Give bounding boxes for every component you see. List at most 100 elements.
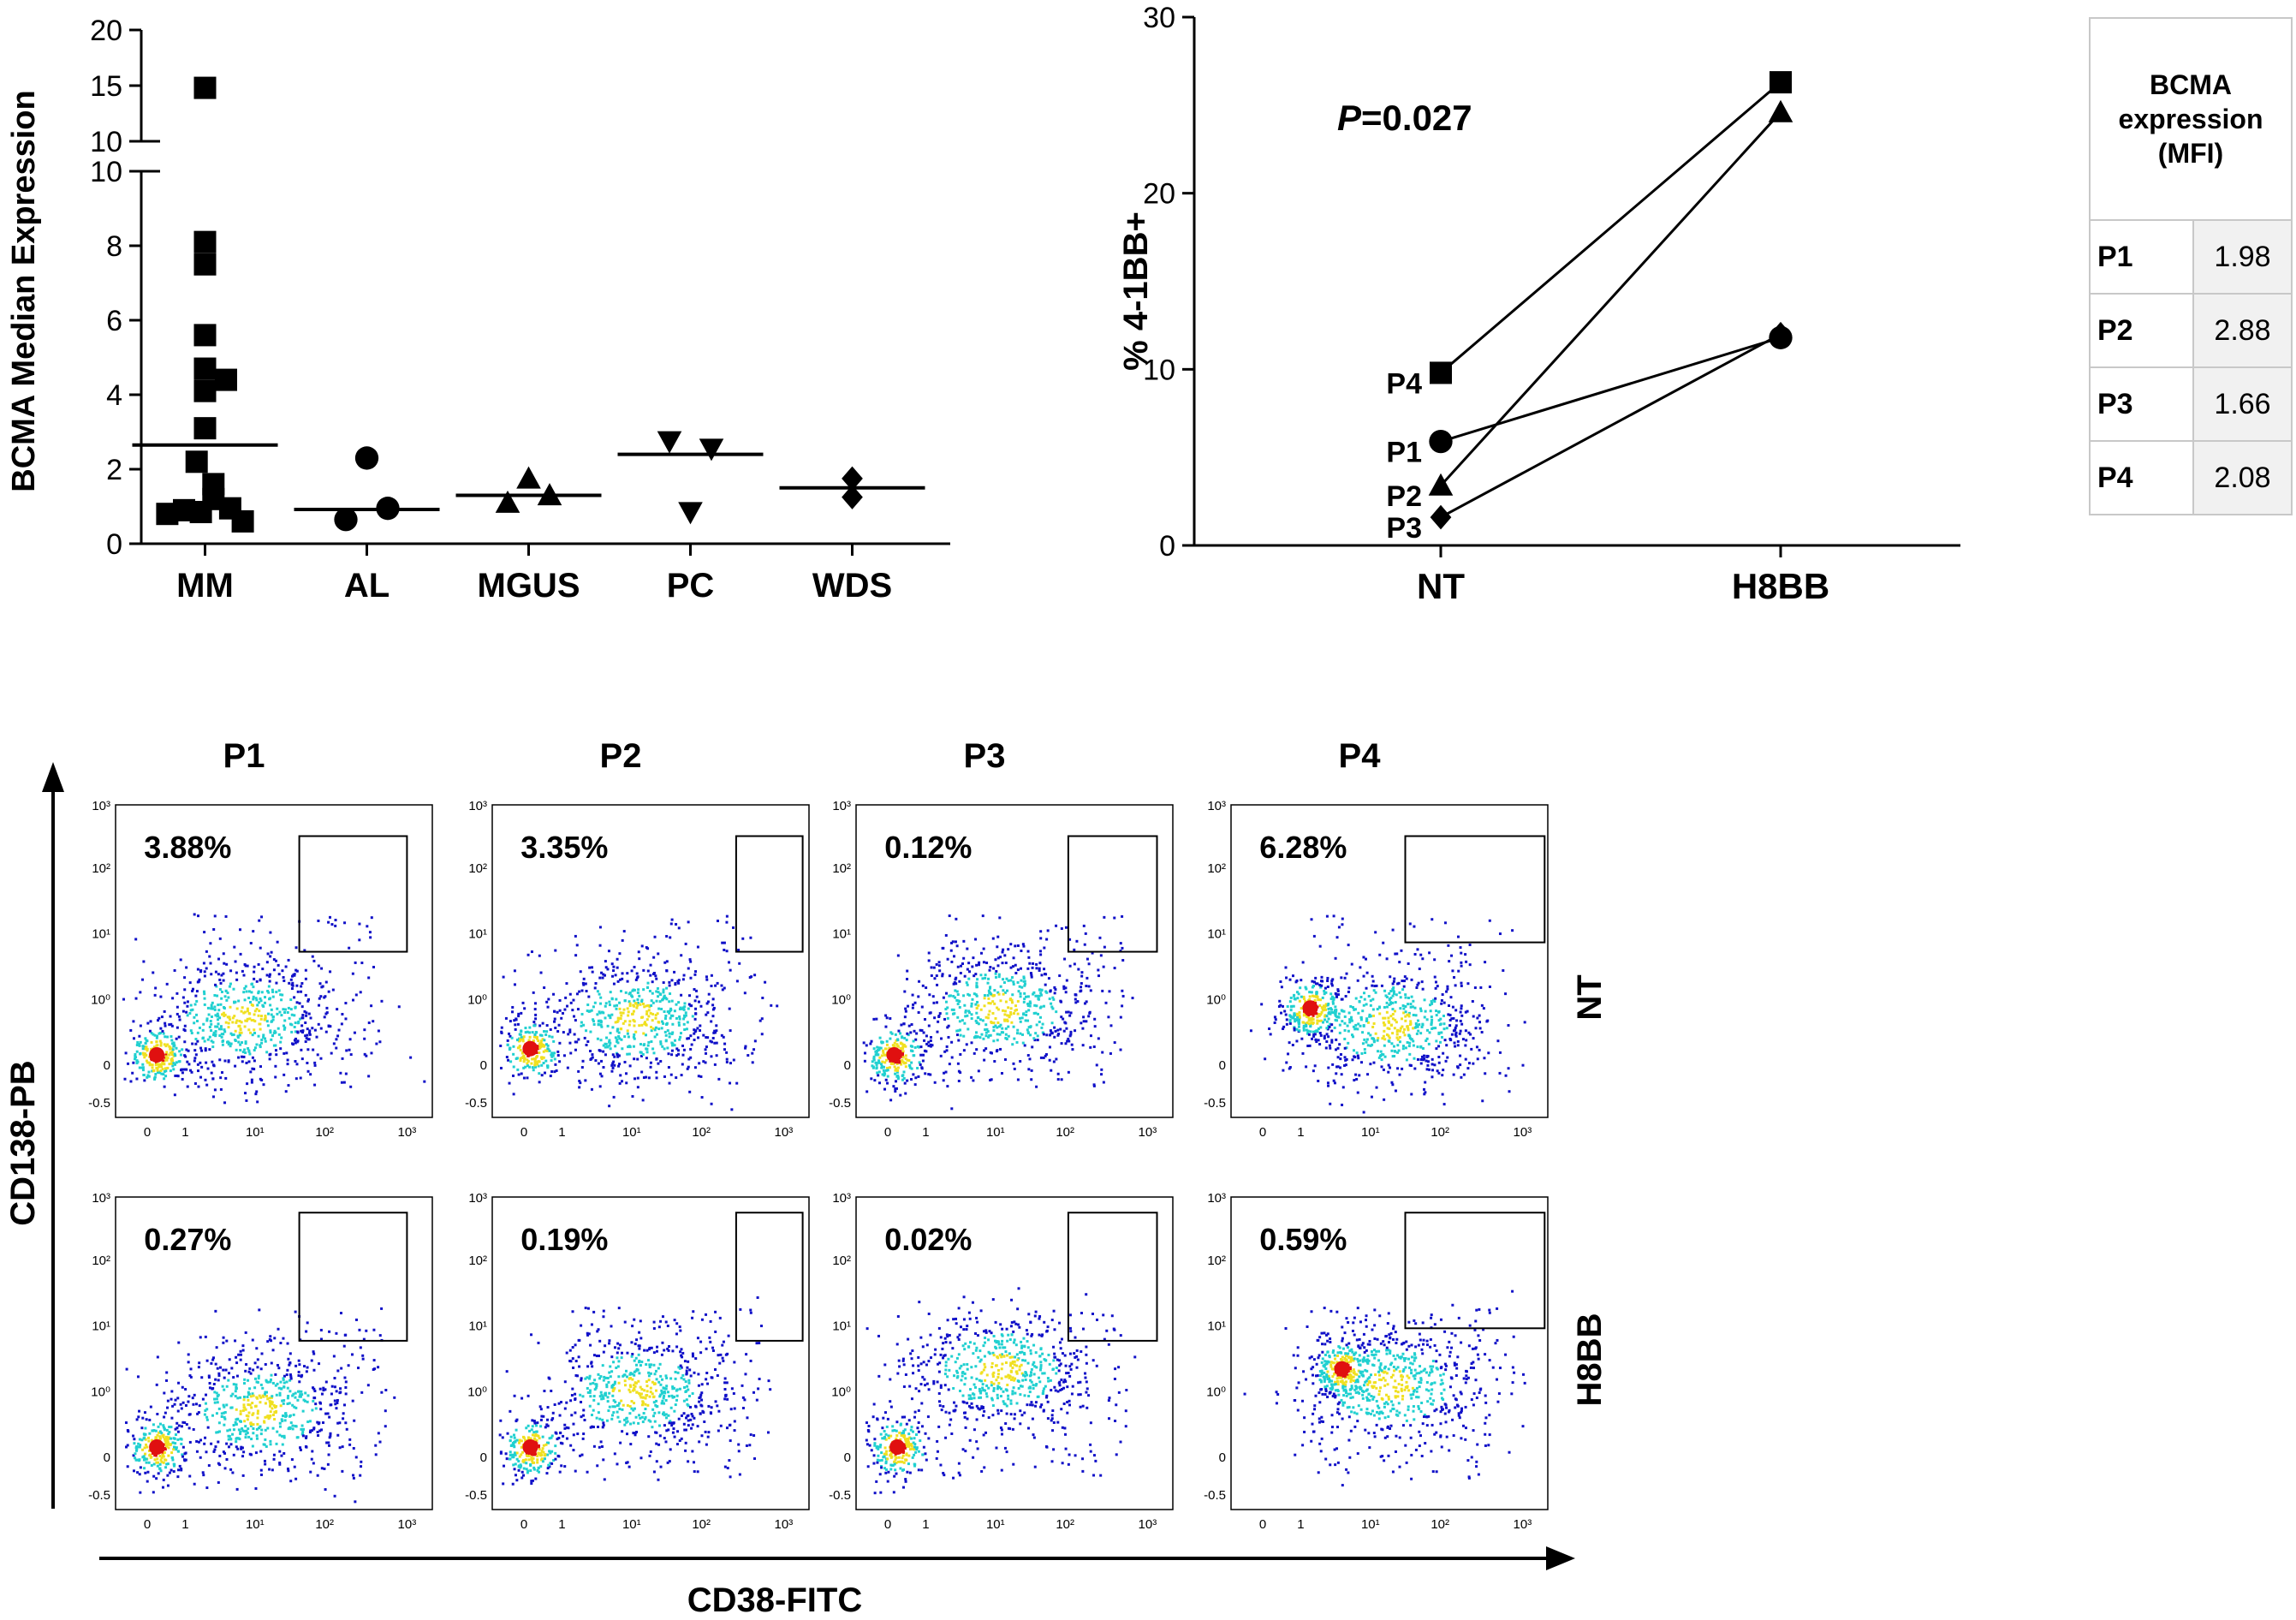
density-dot xyxy=(600,1075,604,1078)
density-dot xyxy=(977,963,980,967)
density-dot xyxy=(862,1041,865,1045)
density-dot xyxy=(360,1460,363,1463)
density-dot xyxy=(248,1017,252,1021)
density-dot xyxy=(253,1068,256,1071)
density-dot xyxy=(1371,1037,1374,1040)
panel-y-tick-label: -0.5 xyxy=(88,1096,110,1111)
density-dot xyxy=(225,1403,229,1407)
density-dot xyxy=(277,1367,281,1370)
density-dot xyxy=(135,1059,139,1063)
density-dot xyxy=(506,1432,509,1435)
density-dot xyxy=(557,1023,561,1027)
density-dot xyxy=(1316,1015,1319,1019)
density-dot xyxy=(1398,961,1401,964)
density-dot xyxy=(1323,1018,1327,1021)
density-dot xyxy=(957,1029,961,1033)
x-arrowhead xyxy=(1546,1546,1575,1570)
density-dot xyxy=(187,1049,190,1052)
density-dot xyxy=(183,988,187,992)
density-dot xyxy=(567,1426,570,1430)
density-dot xyxy=(605,1045,609,1049)
density-dot xyxy=(266,1340,270,1343)
density-dot xyxy=(520,1464,523,1468)
density-dot xyxy=(1330,1008,1334,1011)
density-dot xyxy=(506,1039,509,1042)
density-dot xyxy=(1022,944,1026,948)
density-dot xyxy=(598,976,602,980)
density-dot xyxy=(950,1040,954,1044)
density-dot xyxy=(282,1415,285,1418)
density-dot xyxy=(1285,1061,1288,1064)
density-dot xyxy=(249,1031,253,1034)
density-dot xyxy=(244,985,247,988)
density-dot xyxy=(336,1433,340,1437)
density-dot xyxy=(225,1385,229,1388)
density-dot xyxy=(250,1078,253,1081)
density-dot xyxy=(937,961,941,964)
density-dot xyxy=(592,1005,595,1009)
density-dot xyxy=(1459,1054,1462,1057)
density-dot xyxy=(235,1385,238,1389)
density-dot xyxy=(1294,980,1298,984)
density-dot xyxy=(253,1020,257,1023)
density-dot xyxy=(578,1079,581,1082)
density-dot xyxy=(1523,1021,1526,1024)
density-dot xyxy=(211,1386,215,1390)
density-dot xyxy=(651,1019,654,1022)
density-dot xyxy=(1396,1038,1400,1041)
density-dot xyxy=(257,962,260,966)
density-dot xyxy=(207,1376,211,1379)
density-dot xyxy=(1050,1002,1053,1005)
density-dot xyxy=(1314,976,1318,980)
density-dot xyxy=(948,994,951,998)
density-dot xyxy=(1436,985,1439,988)
density-dot xyxy=(203,931,206,934)
density-dot xyxy=(274,959,277,962)
density-dot xyxy=(901,1056,905,1059)
density-dot xyxy=(925,1034,928,1038)
density-dot xyxy=(717,1077,721,1081)
density-dot xyxy=(230,1033,234,1037)
density-dot xyxy=(657,1021,660,1024)
density-dot xyxy=(1121,958,1125,962)
density-dot xyxy=(1442,1014,1445,1017)
density-dot xyxy=(1006,1014,1009,1017)
density-dot xyxy=(336,1398,339,1402)
density-dot xyxy=(1011,1043,1014,1046)
density-dot xyxy=(647,1009,651,1012)
density-dot xyxy=(252,998,255,1001)
density-dot xyxy=(283,1385,286,1389)
density-dot xyxy=(1334,992,1337,995)
density-dot xyxy=(631,1094,634,1098)
density-dot xyxy=(156,1067,159,1070)
density-dot xyxy=(1320,1006,1323,1010)
density-dot xyxy=(203,1039,206,1043)
density-dot xyxy=(362,1337,366,1341)
density-dot xyxy=(928,993,931,997)
density-dot xyxy=(693,1028,696,1032)
density-dot xyxy=(242,1398,246,1402)
density-dot xyxy=(1325,1033,1329,1036)
density-dot xyxy=(162,1073,165,1076)
density-dot xyxy=(257,1377,260,1380)
density-dot xyxy=(681,1044,685,1047)
density-dot xyxy=(621,977,624,980)
density-dot xyxy=(894,1090,897,1093)
density-dot xyxy=(531,1479,534,1482)
density-dot xyxy=(1038,968,1041,972)
density-dot xyxy=(1012,956,1015,960)
density-dot xyxy=(247,1046,250,1050)
density-dot xyxy=(1356,1091,1359,1094)
density-dot xyxy=(324,1388,327,1391)
density-dot xyxy=(255,1043,259,1046)
density-dot xyxy=(1044,1052,1048,1056)
density-dot xyxy=(739,1307,742,1311)
density-dot xyxy=(1464,1057,1467,1061)
density-dot xyxy=(1032,1011,1036,1015)
density-dot xyxy=(996,956,1000,960)
density-dot xyxy=(1327,1012,1330,1015)
gate-box xyxy=(298,1212,408,1342)
density-dot xyxy=(1301,961,1305,964)
density-dot xyxy=(890,1032,894,1035)
